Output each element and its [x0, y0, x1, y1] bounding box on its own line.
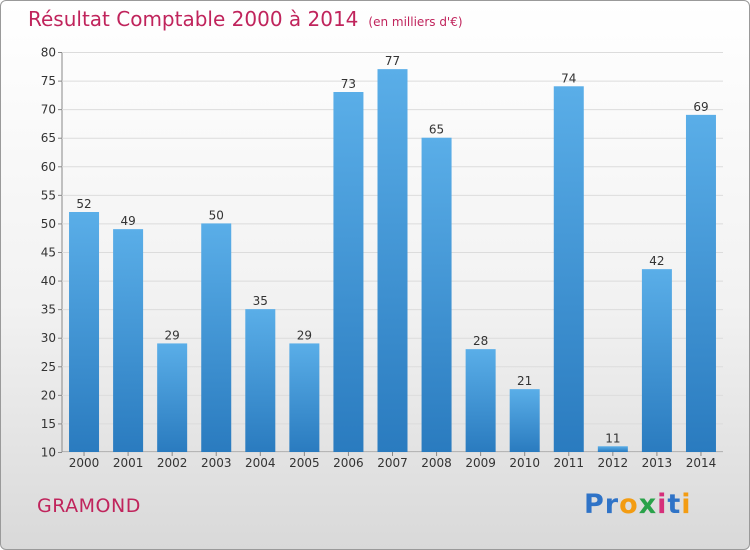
- y-tick-label: 70: [41, 103, 56, 117]
- x-tick-label-2008: 2008: [421, 456, 452, 470]
- bar-2011: [553, 86, 584, 453]
- x-tick-label-2002: 2002: [157, 456, 188, 470]
- data-label-2014: 69: [693, 100, 708, 114]
- x-tick-label-2005: 2005: [289, 456, 320, 470]
- data-label-2002: 29: [165, 328, 180, 342]
- logo-letter: r: [604, 489, 620, 520]
- x-tick-label-2006: 2006: [333, 456, 364, 470]
- data-label-2006: 73: [341, 77, 356, 91]
- x-tick-label-2003: 2003: [201, 456, 232, 470]
- bar-2013: [641, 269, 672, 452]
- bar-2007: [377, 69, 408, 453]
- bar-2006: [333, 92, 364, 452]
- commune-name: GRAMOND: [37, 495, 141, 517]
- data-label-2013: 42: [649, 254, 664, 268]
- y-tick-label: 25: [41, 360, 56, 374]
- data-label-2001: 49: [120, 214, 135, 228]
- logo-letter: P: [584, 489, 605, 520]
- chart-title-text: Résultat Comptable 2000 à 2014: [28, 7, 359, 31]
- bar-2014: [685, 114, 716, 452]
- data-label-2011: 74: [561, 71, 576, 85]
- data-label-2003: 50: [209, 208, 224, 222]
- x-tick-label-2004: 2004: [245, 456, 276, 470]
- y-tick-label: 55: [41, 188, 56, 202]
- y-tick-label: 10: [41, 446, 56, 460]
- logo-letter: o: [619, 489, 639, 520]
- bar-2001: [113, 229, 144, 452]
- logo-letter: x: [638, 489, 658, 520]
- x-tick-label-2014: 2014: [686, 456, 717, 470]
- y-tick-label: 40: [41, 274, 56, 288]
- bar-2008: [421, 137, 452, 452]
- logo-letter: i: [657, 489, 668, 520]
- y-tick-label: 50: [41, 217, 56, 231]
- bar-2010: [509, 389, 540, 452]
- data-label-2004: 35: [253, 294, 268, 308]
- bar-2005: [289, 343, 320, 452]
- chart-subtitle: (en milliers d'€): [368, 15, 463, 29]
- data-label-2005: 29: [297, 328, 312, 342]
- y-tick-label: 45: [41, 246, 56, 260]
- chart-title: Résultat Comptable 2000 à 2014 (en millie…: [28, 7, 463, 31]
- y-tick-label: 35: [41, 303, 56, 317]
- x-tick-label-2009: 2009: [465, 456, 496, 470]
- data-label-2009: 28: [473, 334, 488, 348]
- x-tick-label-2001: 2001: [113, 456, 144, 470]
- x-tick-label-2012: 2012: [598, 456, 629, 470]
- x-tick-label-2010: 2010: [509, 456, 540, 470]
- data-label-2012: 11: [605, 431, 620, 445]
- y-tick-label: 80: [41, 46, 56, 60]
- y-tick-label: 15: [41, 417, 56, 431]
- y-tick-label: 30: [41, 331, 56, 345]
- bar-2012: [597, 446, 628, 452]
- data-label-2007: 77: [385, 54, 400, 68]
- x-tick-label-2000: 2000: [69, 456, 100, 470]
- bar-2000: [69, 212, 100, 452]
- data-label-2000: 52: [76, 197, 91, 211]
- data-label-2008: 65: [429, 123, 444, 137]
- proxiti-logo[interactable]: Proxiti: [584, 489, 692, 520]
- y-tick-label: 60: [41, 160, 56, 174]
- bar-2009: [465, 349, 496, 452]
- y-tick-label: 20: [41, 388, 56, 402]
- y-axis: 10 15 20 25 30 35 40 45 50 55 60 65 70 75 80: [41, 46, 62, 460]
- logo-letter: t: [667, 489, 682, 520]
- x-axis: 2000 2001 2002 2003 2004 2005 2006 2007 2008 2009…: [69, 452, 716, 470]
- y-tick-label: 65: [41, 131, 56, 145]
- x-tick-label-2013: 2013: [642, 456, 673, 470]
- x-tick-label-2011: 2011: [553, 456, 584, 470]
- bar-2003: [201, 223, 232, 452]
- x-tick-label-2007: 2007: [377, 456, 408, 470]
- bar-2004: [245, 309, 276, 452]
- logo-letter: i: [681, 489, 692, 520]
- bar-2002: [157, 343, 188, 452]
- y-tick-label: 75: [41, 74, 56, 88]
- data-label-2010: 21: [517, 374, 532, 388]
- bars: 52 49 29 50 35 29 73 77 65 28 21 74 11 42 69: [69, 54, 716, 453]
